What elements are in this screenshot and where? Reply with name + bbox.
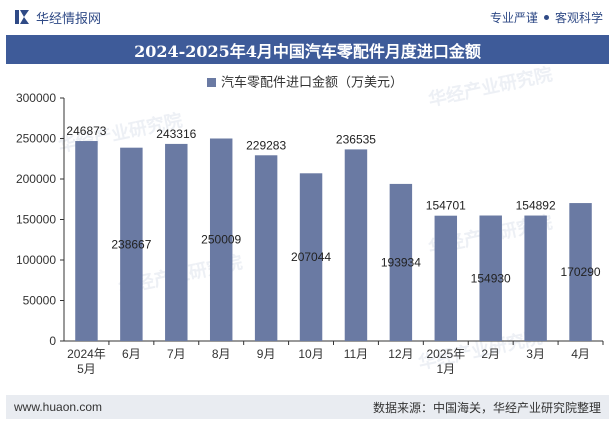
data-label: 207044 <box>291 250 331 264</box>
x-tick-label: 4月 <box>571 347 590 361</box>
y-tick-label: 50000 <box>23 294 57 308</box>
data-label: 243316 <box>156 127 196 141</box>
brand[interactable]: 华经情报网 <box>14 8 101 27</box>
bar <box>344 149 368 341</box>
top-bar: 华经情报网 专业严谨 客观科学 <box>0 0 615 34</box>
footer: www.huaon.com 数据来源：中国海关，华经产业研究院整理 <box>6 395 609 419</box>
footer-site-link[interactable]: www.huaon.com <box>14 400 103 414</box>
y-tick-label: 0 <box>49 334 56 348</box>
chart-title: 2024-2025年4月中国汽车零配件月度进口金额 <box>134 41 481 61</box>
chart-title-bar: 2024-2025年4月中国汽车零配件月度进口金额 <box>6 35 609 64</box>
slogan-dot-icon <box>543 14 549 20</box>
data-label: 246873 <box>66 124 106 138</box>
y-tick-label: 200000 <box>16 172 56 186</box>
data-label: 193934 <box>381 255 421 269</box>
data-label: 154930 <box>471 271 511 285</box>
data-label: 250009 <box>201 233 241 247</box>
y-tick-label: 250000 <box>16 132 56 146</box>
slogan-right: 客观科学 <box>554 10 603 25</box>
brand-name: 华经情报网 <box>36 10 102 26</box>
x-tick-label: 10月 <box>298 347 323 361</box>
bar-chart: 华经产业研究院华经产业研究院华经产业研究院华经产业研究院华经产业研究院汽车零配件… <box>16 64 604 376</box>
x-tick-label: 11月 <box>344 347 368 361</box>
watermark-text: 华经产业研究院 <box>426 64 554 111</box>
bar <box>299 173 323 341</box>
slogan-left: 专业严谨 <box>489 10 538 25</box>
bar <box>120 147 143 341</box>
data-label: 236535 <box>336 132 376 146</box>
bar <box>165 143 188 341</box>
data-label: 154892 <box>516 199 556 213</box>
legend-label: 汽车零配件进口金额（万美元） <box>221 75 403 90</box>
data-label: 229283 <box>246 138 286 152</box>
bar <box>479 215 502 341</box>
data-label: 154701 <box>426 199 466 213</box>
bar <box>75 141 98 341</box>
bar <box>434 215 458 341</box>
brand-logo-icon <box>15 10 29 24</box>
x-tick-label: 6月 <box>122 347 141 361</box>
x-tick-label: 12月 <box>388 347 413 361</box>
bar <box>209 138 233 341</box>
x-tick-label: 2月 <box>481 347 500 361</box>
bar <box>389 183 413 341</box>
y-tick-label: 150000 <box>16 213 56 227</box>
legend-swatch <box>207 78 216 87</box>
y-tick-label: 100000 <box>16 253 56 267</box>
x-tick-label: 3月 <box>526 347 545 361</box>
x-tick-label: 9月 <box>257 347 276 361</box>
data-label: 238667 <box>111 237 151 251</box>
bar <box>569 203 592 341</box>
x-tick-label: 8月 <box>212 347 231 361</box>
x-tick-label: 7月 <box>167 347 186 361</box>
data-label: 170290 <box>561 265 601 279</box>
slogan: 专业严谨 客观科学 <box>490 9 603 26</box>
bar <box>524 215 547 341</box>
bar <box>254 155 278 341</box>
footer-source: 数据来源：中国海关，华经产业研究院整理 <box>372 400 601 415</box>
x-tick-label: 2025年 1月 <box>426 347 465 376</box>
x-tick-label: 2024年 5月 <box>67 347 106 376</box>
y-tick-label: 300000 <box>16 91 56 105</box>
